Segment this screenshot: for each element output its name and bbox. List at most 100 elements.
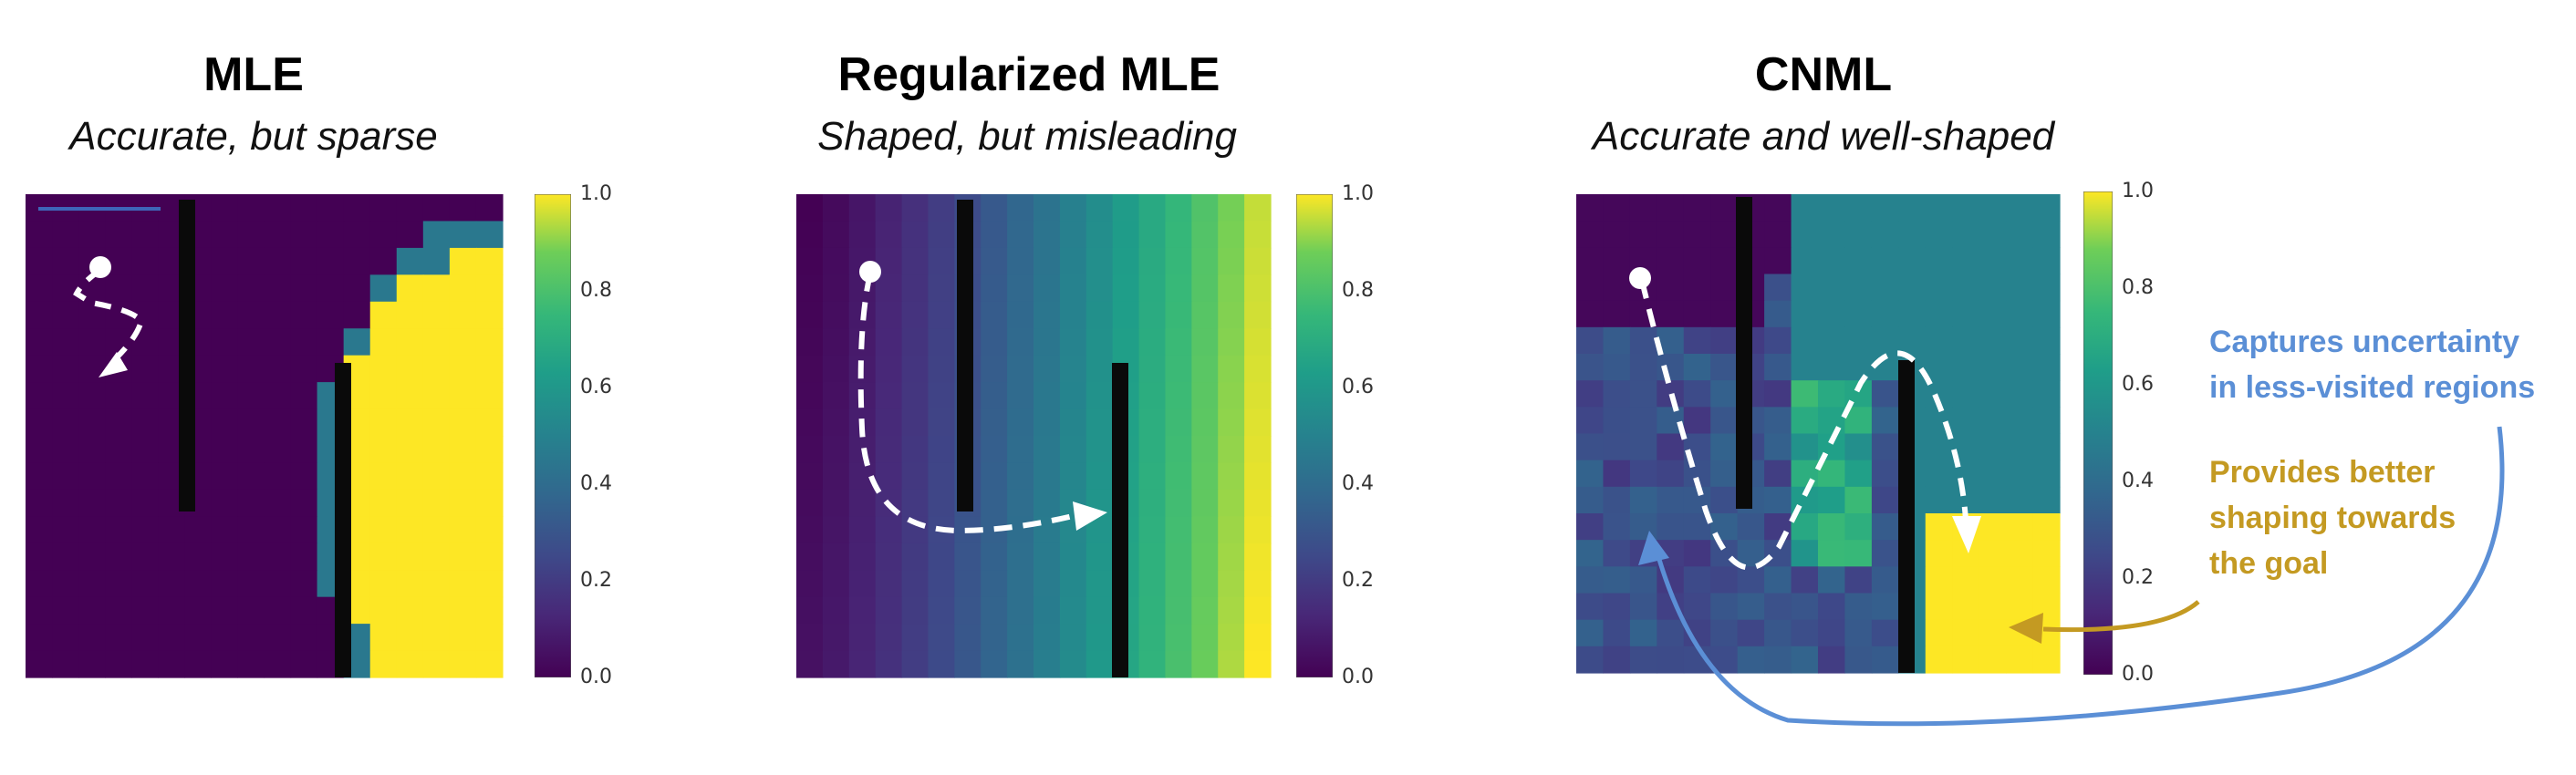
heatmap-mle-cell (396, 624, 424, 652)
heatmap-cnml-cell (1629, 433, 1657, 461)
heatmap-regularized-mle-cell (1218, 624, 1245, 652)
annotation-shaping-line1: Provides better (2209, 455, 2436, 490)
heatmap-cnml-cell (1925, 194, 1953, 222)
heatmap-cnml-cell (1791, 566, 1819, 594)
heatmap-regularized-mle-cell (1165, 596, 1192, 625)
heatmap-regularized-mle-cell (1244, 328, 1272, 356)
heatmap-mle-cell (475, 382, 504, 410)
colorbar-regularized-mle-tick: 0.4 (1342, 472, 1374, 495)
heatmap-cnml-cell (1629, 354, 1657, 381)
heatmap-regularized-mle-cell (1165, 516, 1192, 544)
heatmap-cnml-cell (1898, 300, 1927, 328)
heatmap-cnml-cell (1925, 593, 1953, 621)
heatmap-mle-cell (475, 489, 504, 517)
heatmap-cnml-cell (1979, 247, 2007, 275)
heatmap-regularized-mle-cell (901, 247, 930, 275)
heatmap-mle-cell (290, 624, 318, 652)
heatmap-regularized-mle-cell (1218, 301, 1245, 329)
heatmap-regularized-mle-cell (796, 274, 824, 303)
heatmap-cnml-cell (1657, 513, 1685, 541)
heatmap-regularized-mle-cell (822, 301, 850, 329)
heatmap-cnml-cell (1952, 566, 1980, 594)
heatmap-regularized-mle-cell (875, 194, 903, 222)
heatmap-regularized-mle-cell (1085, 624, 1114, 652)
heatmap-mle-cell (211, 382, 239, 410)
heatmap-mle-cell (26, 624, 53, 652)
heatmap-regularized-mle-cell (1138, 596, 1167, 625)
heatmap-cnml-cell (1925, 513, 1953, 541)
heatmap-regularized-mle-cell (928, 382, 955, 410)
heatmap-mle-cell (396, 408, 424, 437)
heatmap-mle-cell (317, 247, 345, 275)
heatmap-regularized-mle-cell (1034, 382, 1061, 410)
heatmap-cnml-cell (1764, 194, 1792, 222)
heatmap-cnml-cell (1710, 593, 1739, 621)
heatmap-regularized-mle-cell (822, 328, 850, 356)
heatmap-mle-cell (211, 596, 239, 625)
heatmap-mle-cell (131, 408, 159, 437)
heatmap-mle-cell (26, 355, 53, 383)
heatmap-regularized-mle-cell (981, 221, 1008, 249)
heatmap-regularized-mle-cell (796, 247, 824, 275)
heatmap-regularized-mle-cell (981, 650, 1008, 678)
heatmap-regularized-mle-cell (796, 596, 824, 625)
heatmap-cnml-cell (1952, 619, 1980, 647)
heatmap-cnml-cell (1764, 326, 1792, 355)
heatmap-mle-cell (449, 489, 477, 517)
heatmap-regularized-mle-cell (1191, 570, 1219, 598)
heatmap-cnml-cell (1791, 354, 1819, 381)
heatmap-regularized-mle-cell (1007, 247, 1034, 275)
heatmap-cnml-cell (1764, 619, 1792, 647)
heatmap-regularized-mle-cell (1191, 301, 1219, 329)
heatmap-regularized-mle-cell (1034, 355, 1061, 383)
heatmap-cnml-cell (1925, 354, 1953, 381)
heatmap-mle-cell (78, 489, 106, 517)
heatmap-cnml-cell (1576, 619, 1605, 647)
heatmap-cnml-cell (2006, 460, 2034, 488)
heatmap-regularized-mle-cell (1007, 462, 1034, 491)
heatmap-mle-cell (449, 650, 477, 678)
heatmap-regularized-mle-cell (1191, 650, 1219, 678)
heatmap-mle-cell (131, 624, 159, 652)
heatmap-mle-cell (369, 408, 398, 437)
agent-path-mle-arrowhead (99, 352, 128, 377)
heatmap-mle-cell (449, 247, 477, 275)
heatmap-cnml-cell (1576, 566, 1605, 594)
heatmap-cnml-cell (1818, 274, 1846, 302)
heatmap-regularized-mle-cell (796, 221, 824, 249)
heatmap-mle-cell (52, 274, 79, 303)
heatmap-mle-cell (264, 194, 292, 222)
heatmap-cnml-cell (1791, 646, 1819, 674)
heatmap-regularized-mle-cell (822, 194, 850, 222)
heatmap-mle-cell (131, 489, 159, 517)
heatmap-regularized-mle-cell (901, 408, 930, 437)
heatmap-regularized-mle-cell (796, 355, 824, 383)
heatmap-cnml-cell (1818, 619, 1846, 647)
heatmap-regularized-mle-cell (1059, 355, 1087, 383)
heatmap-cnml-cell (1871, 540, 1899, 567)
heatmap-regularized-mle-cell (1085, 247, 1114, 275)
heatmap-regularized-mle-cell (796, 436, 824, 464)
heatmap-mle-cell (422, 650, 451, 678)
heatmap-cnml-cell (1979, 540, 2007, 567)
heatmap-cnml-cell (1791, 380, 1819, 408)
heatmap-cnml-cell (1979, 593, 2007, 621)
heatmap-mle-cell (105, 570, 132, 598)
heatmap-cnml-cell (1657, 433, 1685, 461)
heatmap-regularized-mle-cell (796, 194, 824, 222)
heatmap-cnml-cell (1844, 646, 1873, 674)
heatmap-cnml-cell (1818, 540, 1846, 567)
heatmap-cnml-cell (1710, 354, 1739, 381)
heatmap-regularized-mle-cell (822, 516, 850, 544)
heatmap-mle-cell (78, 382, 106, 410)
heatmap-cnml-cell (1925, 460, 1953, 488)
heatmap-regularized-mle-cell (1007, 650, 1034, 678)
heatmap-regularized-mle-cell (1085, 221, 1114, 249)
heatmap-cnml-cell (2032, 407, 2061, 435)
heatmap-mle-cell (449, 462, 477, 491)
heatmap-mle-cell (131, 247, 159, 275)
heatmap-cnml-cell (1818, 593, 1846, 621)
heatmap-mle-cell (449, 624, 477, 652)
heatmap-cnml-cell (1952, 274, 1980, 302)
heatmap-mle-cell (290, 247, 318, 275)
